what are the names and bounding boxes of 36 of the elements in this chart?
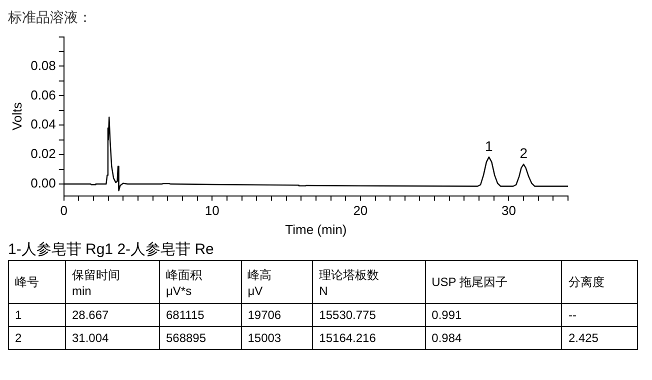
text: 保留时间 min <box>66 260 160 304</box>
chart-title: 标准品溶液： <box>8 8 93 26</box>
y-tick-label: 0.06 <box>30 87 56 102</box>
text: 15003 <box>241 326 313 350</box>
text: 峰高 μV <box>241 260 313 304</box>
annotation: 1 <box>485 138 494 154</box>
x-axis-title: Time (min) <box>285 222 347 237</box>
text: 0.984 <box>425 326 562 350</box>
y-axis-title: Volts <box>9 102 24 130</box>
y-tick-label: 0.00 <box>30 176 56 191</box>
text: USP 拖尾因子 <box>425 260 562 304</box>
annotation: 2 <box>520 145 528 162</box>
text: 分离度 <box>562 260 638 304</box>
text: 15530.775 <box>312 304 426 326</box>
y-tick-label: 0.04 <box>30 116 56 132</box>
text: 19706 <box>241 304 313 326</box>
text: 1-人参皂苷 Rg1 2-人参皂苷 Re <box>8 240 215 260</box>
text: 15164.216 <box>312 326 426 350</box>
text: 1 <box>8 304 66 326</box>
text: -- <box>562 304 638 326</box>
y-tick-label: 0.02 <box>30 146 56 162</box>
text: 峰号 <box>8 260 66 304</box>
x-tick-label: 30 <box>501 203 516 218</box>
y-tick-label: 0.08 <box>30 58 56 73</box>
text: 681115 <box>159 304 242 326</box>
text: 理论塔板数 N <box>312 260 426 304</box>
text: 31.004 <box>66 326 160 350</box>
text: 0.991 <box>425 304 562 326</box>
x-tick-label: 10 <box>204 203 220 218</box>
text: 568895 <box>159 326 242 350</box>
text: 2 <box>8 326 66 350</box>
text: 28.667 <box>66 304 160 326</box>
text: 峰面积 μV*s <box>159 260 242 304</box>
text: 2.425 <box>562 326 638 350</box>
x-tick-label: 0 <box>60 203 68 218</box>
x-tick-label: 20 <box>353 203 368 218</box>
